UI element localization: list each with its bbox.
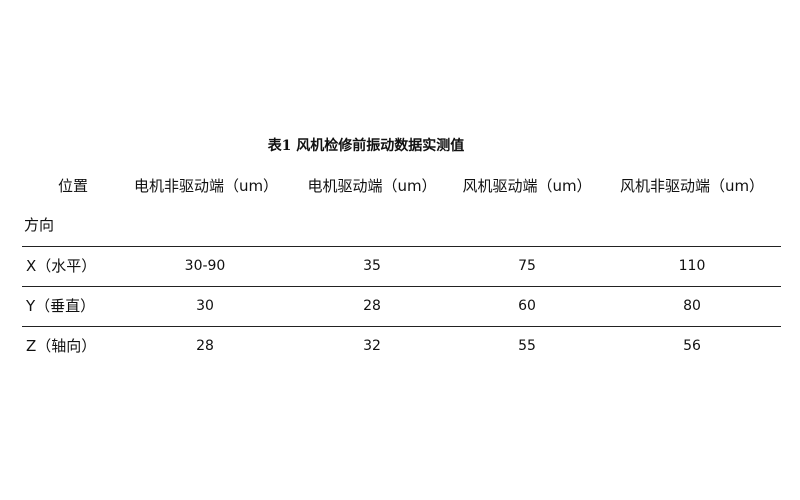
table-cell: 32 bbox=[363, 338, 381, 354]
table-cell: 56 bbox=[683, 338, 701, 354]
row-label: Z（轴向） bbox=[26, 337, 97, 355]
table-cell: 55 bbox=[518, 338, 536, 354]
table-rule bbox=[22, 286, 781, 287]
table-cell: 28 bbox=[363, 298, 381, 314]
table-rule bbox=[22, 326, 781, 327]
table-cell: 30-90 bbox=[184, 258, 226, 274]
table-cell: 110 bbox=[678, 258, 706, 274]
table-rule bbox=[22, 246, 781, 247]
table-cell: 60 bbox=[518, 298, 536, 314]
header-corner-direction: 方向 bbox=[24, 216, 55, 234]
row-label: X（水平） bbox=[26, 257, 97, 275]
column-header: 电机驱动端（um） bbox=[307, 177, 437, 195]
column-header: 电机非驱动端（um） bbox=[133, 177, 279, 195]
table-caption: 表1 风机检修前振动数据实测值 bbox=[267, 138, 465, 154]
table-cell: 75 bbox=[518, 258, 536, 274]
column-header: 风机驱动端（um） bbox=[462, 177, 592, 195]
table-cell: 30 bbox=[196, 298, 214, 314]
table-cell: 28 bbox=[196, 338, 214, 354]
column-header: 风机非驱动端（um） bbox=[619, 177, 765, 195]
table-cell: 80 bbox=[683, 298, 701, 314]
row-label: Y（垂直） bbox=[26, 297, 96, 315]
table-cell: 35 bbox=[363, 258, 381, 274]
header-corner-position: 位置 bbox=[58, 177, 89, 195]
